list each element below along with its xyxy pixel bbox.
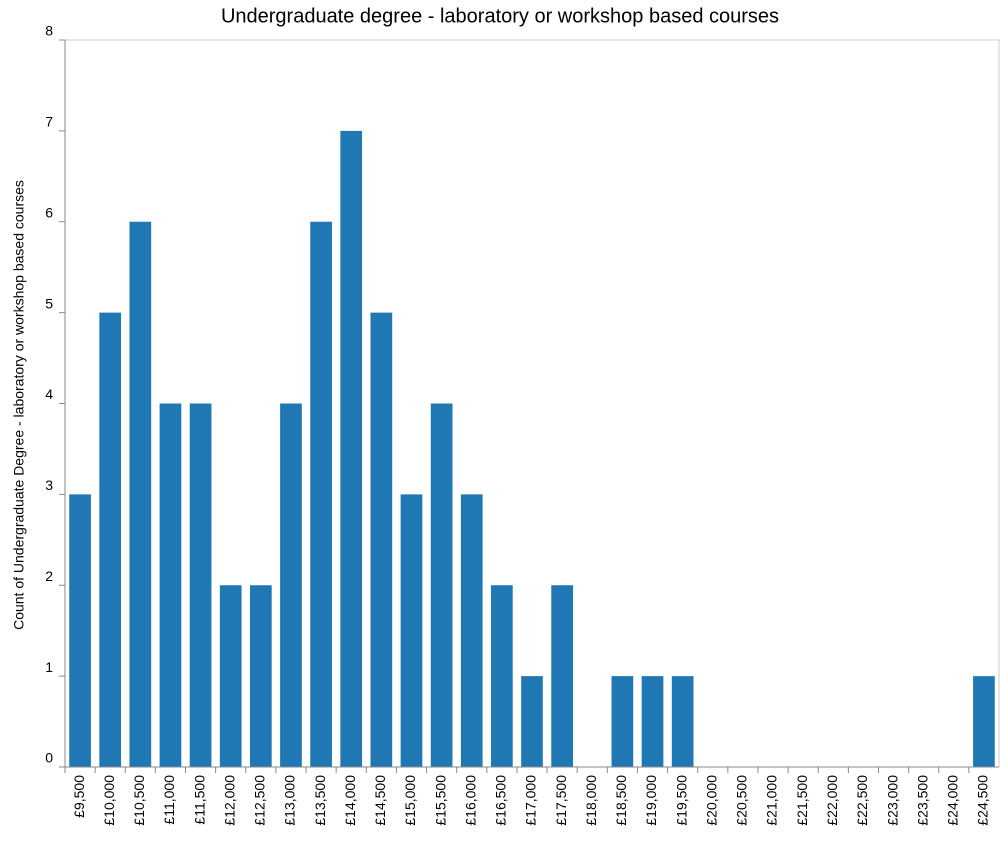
bar — [340, 130, 363, 767]
x-tick-label: £11,000 — [161, 775, 177, 825]
y-tick-label: 5 — [45, 295, 53, 311]
x-tick-label: £22,500 — [854, 775, 870, 826]
x-tick-label: £11,500 — [191, 775, 207, 825]
bar — [310, 221, 332, 767]
x-tick-label: £24,000 — [945, 775, 961, 826]
bar — [280, 403, 302, 767]
x-tick-label: £23,000 — [884, 775, 900, 826]
bar — [973, 676, 995, 767]
y-tick-label: 8 — [45, 23, 53, 39]
x-tick-label: £14,500 — [372, 775, 388, 826]
bar — [189, 403, 212, 767]
bar — [99, 312, 122, 767]
x-tick-label: £15,000 — [402, 775, 418, 826]
y-tick-label: 2 — [45, 568, 53, 584]
x-tick-label: £17,000 — [523, 775, 539, 826]
bar — [249, 585, 272, 767]
y-tick-label: 0 — [45, 750, 53, 766]
bar — [491, 585, 513, 767]
x-tick-label: £15,500 — [432, 775, 448, 826]
x-tick-label: £9,500 — [71, 775, 87, 818]
x-tick-label: £12,000 — [221, 775, 237, 826]
x-tick-label: £19,500 — [673, 775, 689, 826]
x-tick-label: £14,000 — [342, 775, 358, 826]
x-tick-label: £22,000 — [824, 775, 840, 826]
x-tick-label: £12,500 — [252, 775, 268, 826]
x-tick-label: £10,000 — [101, 775, 117, 826]
y-tick-label: 7 — [45, 114, 53, 130]
x-tick-label: £19,000 — [643, 775, 659, 826]
bar — [129, 221, 152, 767]
x-tick-label: £16,000 — [462, 775, 478, 826]
x-tick-label: £20,000 — [703, 775, 719, 826]
x-tick-label: £24,500 — [975, 775, 991, 826]
y-tick-label: 1 — [45, 659, 53, 675]
bar — [641, 676, 664, 767]
x-tick-label: £20,500 — [734, 775, 750, 826]
bar — [159, 403, 182, 767]
bar — [430, 403, 453, 767]
bar — [611, 676, 634, 767]
bar — [671, 676, 694, 767]
bar — [370, 312, 393, 767]
bar — [69, 494, 91, 767]
bar — [400, 494, 423, 767]
x-tick-label: £16,500 — [493, 775, 509, 826]
bar — [460, 494, 483, 767]
bar — [521, 676, 543, 767]
x-tick-label: £21,500 — [794, 775, 810, 826]
y-tick-label: 3 — [45, 477, 53, 493]
x-tick-label: £18,000 — [583, 775, 599, 826]
x-tick-label: £13,500 — [312, 775, 328, 826]
y-tick-label: 4 — [45, 386, 53, 402]
bar — [219, 585, 242, 767]
x-tick-label: £18,500 — [613, 775, 629, 826]
x-tick-label: £10,500 — [131, 775, 147, 826]
x-tick-label: £21,000 — [764, 775, 780, 826]
bar — [551, 585, 573, 767]
x-tick-label: £13,000 — [282, 775, 298, 826]
y-axis-label: Count of Undergraduate Degree - laborato… — [11, 180, 27, 630]
y-tick-label: 6 — [45, 204, 53, 220]
chart-title: Undergraduate degree - laboratory or wor… — [221, 5, 779, 27]
x-tick-label: £17,500 — [553, 775, 569, 826]
x-tick-label: £23,500 — [914, 775, 930, 826]
